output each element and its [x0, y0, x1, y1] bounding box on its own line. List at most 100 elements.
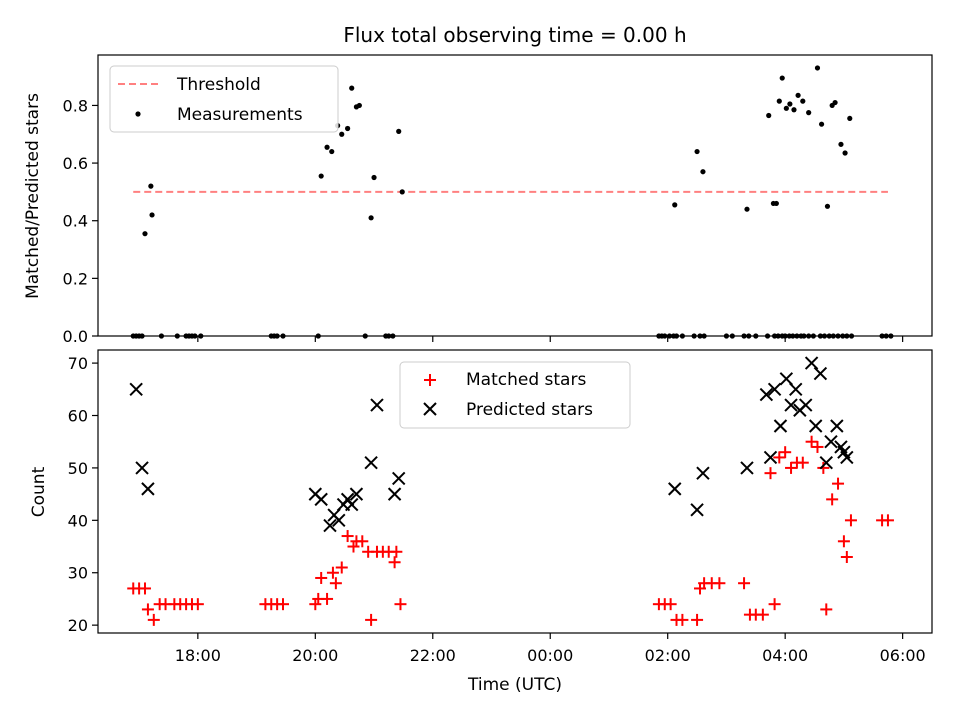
- matched-star-point: [277, 598, 290, 611]
- predicted-star-point: [349, 487, 364, 501]
- measurement-point: [174, 333, 180, 339]
- matched-star-point: [326, 566, 339, 579]
- measurement-point: [779, 75, 785, 81]
- bottom-ylabel: Count: [29, 466, 49, 517]
- measurement-point: [694, 148, 700, 155]
- predicted-star-stroke-b: [799, 398, 813, 412]
- measurement-point: [324, 144, 330, 150]
- matched-star-point: [147, 613, 160, 626]
- predicted-star-point: [773, 419, 788, 433]
- predicted-legend-label: Predicted stars: [466, 400, 593, 420]
- top-ytick-label: 0.0: [63, 327, 88, 346]
- matched-star-point: [881, 514, 894, 527]
- measurement-point: [700, 169, 706, 175]
- measurement-point: [842, 150, 848, 156]
- measurement-point: [888, 333, 894, 339]
- predicted-star-stroke-b: [668, 482, 682, 496]
- measurement-point: [741, 333, 747, 339]
- matched-star-point: [394, 598, 407, 611]
- predicted-star-point: [804, 356, 819, 370]
- matched-star-point: [321, 592, 334, 605]
- measurement-point: [830, 333, 836, 339]
- predicted-star-stroke-b: [773, 419, 788, 433]
- matched-star-point: [811, 440, 824, 453]
- predicted-star-point: [690, 503, 704, 517]
- measurement-point: [838, 141, 844, 147]
- predicted-star-point: [830, 419, 844, 433]
- predicted-star-point: [392, 471, 406, 486]
- predicted-star-point: [789, 382, 803, 397]
- predicted-star-point: [759, 387, 774, 402]
- matched-star-point: [315, 571, 328, 584]
- predicted-star-point: [370, 398, 384, 412]
- bottom-ytick-label: 30: [68, 564, 88, 583]
- predicted-star-point: [387, 487, 402, 501]
- predicted-star-stroke-b: [767, 382, 782, 397]
- measurement-point: [787, 101, 793, 107]
- predicted-star-stroke-b: [740, 461, 754, 475]
- top-y-ticks: 0.0 0.2 0.4 0.6 0.8: [63, 96, 98, 346]
- predicted-legend-swatch: [423, 402, 437, 416]
- predicted-star-point: [323, 518, 337, 533]
- measurement-point: [399, 189, 405, 195]
- matched-star-point: [329, 577, 342, 590]
- top-marks: [130, 65, 894, 339]
- measurement-point: [810, 333, 816, 339]
- chart-title: Flux total observing time = 0.00 h: [343, 23, 686, 47]
- measurement-point: [744, 206, 750, 212]
- predicted-star-stroke-b: [759, 387, 774, 402]
- predicted-star-stroke-b: [129, 382, 143, 397]
- measurement-point: [318, 173, 324, 179]
- predicted-star-stroke-b: [392, 471, 406, 486]
- top-panel: 0.00.20.40.60.8 Matched/Predicted stars …: [23, 54, 933, 346]
- measurement-point: [723, 333, 730, 339]
- measurement-point: [817, 333, 824, 339]
- predicted-star-stroke-b: [345, 497, 359, 512]
- measurement-point: [148, 183, 154, 189]
- predicted-star-stroke-b: [837, 445, 851, 459]
- top-legend: Threshold Measurements: [109, 65, 339, 133]
- measurement-point: [790, 333, 796, 339]
- predicted-star-stroke-b: [779, 372, 794, 386]
- measurement-point: [770, 200, 777, 207]
- measurement-point: [386, 333, 392, 339]
- measurement-point: [679, 333, 685, 339]
- predicted-star-point: [784, 398, 798, 412]
- measurement-point: [783, 105, 789, 111]
- bottom-legend-box: [399, 361, 631, 429]
- bottom-xtick-label: 06:00: [880, 646, 926, 665]
- matched-star-point: [691, 613, 704, 626]
- predicted-star-point: [345, 497, 359, 512]
- matched-star-point: [713, 577, 726, 590]
- predicted-star-point: [696, 466, 710, 480]
- top-x-ticks: [197, 336, 904, 342]
- matched-star-point: [388, 556, 401, 569]
- predicted-star-stroke-b: [349, 487, 364, 501]
- measurement-point: [280, 333, 286, 339]
- measurement-point: [806, 110, 812, 116]
- predicted-star-stroke-b: [135, 461, 149, 475]
- matched-star-point: [826, 493, 839, 506]
- matched-star-point: [356, 535, 369, 548]
- measurement-point: [821, 333, 828, 339]
- measurement-point: [879, 333, 885, 339]
- matched-star-point: [768, 598, 781, 611]
- bottom-axes-frame: [97, 349, 933, 634]
- measurement-point: [847, 115, 853, 122]
- measurement-point: [274, 333, 280, 339]
- matched-star-point: [832, 477, 845, 490]
- predicted-star-point: [799, 398, 813, 412]
- predicted-star-stroke-b: [141, 482, 155, 496]
- measurement-point: [794, 333, 800, 339]
- predicted-star-stroke-b: [332, 513, 346, 528]
- measurement-point: [835, 333, 841, 339]
- measurement-point: [339, 131, 345, 137]
- bottom-ytick-label: 50: [68, 459, 88, 478]
- measurement-point: [746, 333, 752, 339]
- bottom-y-ticks: 20 30 40 50 60 70: [68, 354, 98, 635]
- matched-star-point: [365, 613, 378, 626]
- predicted-star-stroke-b: [763, 450, 778, 465]
- predicted-star-stroke-b: [834, 440, 848, 454]
- bottom-ytick-label: 40: [68, 511, 88, 530]
- measurement-point: [142, 231, 148, 237]
